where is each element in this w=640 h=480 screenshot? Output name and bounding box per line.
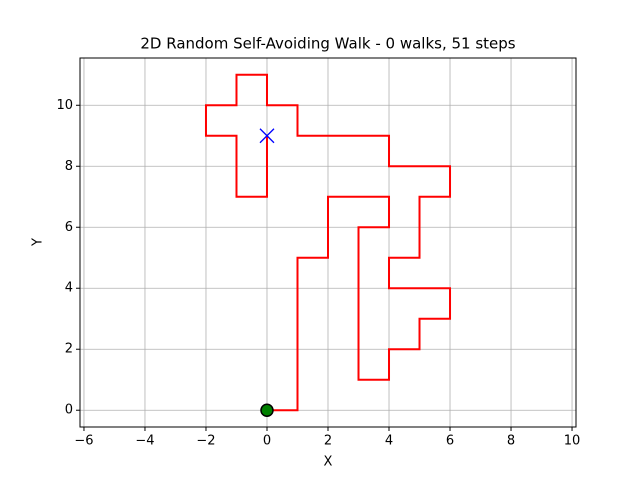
end-marker — [259, 128, 275, 144]
start-marker — [260, 403, 274, 417]
plot-frame — [79, 57, 577, 428]
chart-title: 2D Random Self-Avoiding Walk - 0 walks, … — [140, 35, 515, 53]
walk-line — [204, 73, 452, 412]
x-tick-label: 0 — [263, 434, 271, 449]
y-axis-label: Y — [31, 238, 46, 247]
x-tick-label: −4 — [135, 434, 154, 449]
y-tick-label: 2 — [65, 342, 73, 357]
x-tick-label: 4 — [385, 434, 393, 449]
x-tick-label: 2 — [324, 434, 332, 449]
y-tick-label: 6 — [65, 220, 73, 235]
x-axis-label: X — [324, 455, 333, 470]
x-tick-label: 10 — [564, 434, 581, 449]
y-tick-label: 4 — [65, 281, 73, 296]
y-tick-label: 0 — [65, 403, 73, 418]
y-tick-label: 10 — [56, 98, 73, 113]
x-tick-label: −2 — [196, 434, 215, 449]
x-tick-label: 8 — [507, 434, 515, 449]
x-tick-label: −6 — [74, 434, 93, 449]
y-tick-label: 8 — [65, 159, 73, 174]
x-tick-label: 6 — [446, 434, 454, 449]
